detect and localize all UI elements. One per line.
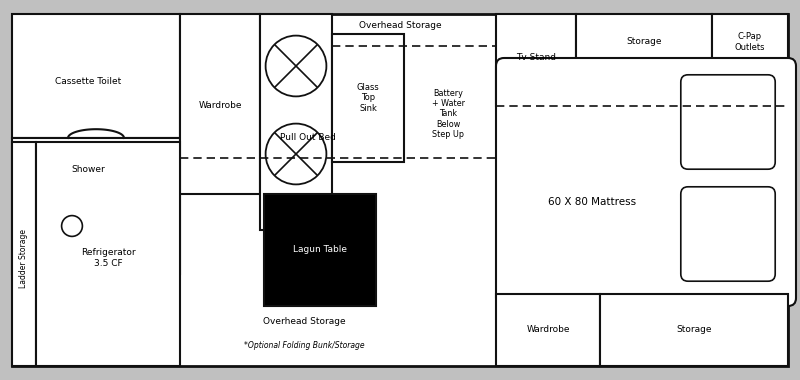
- Text: Overhead Storage: Overhead Storage: [358, 22, 442, 30]
- Bar: [712, 14, 788, 66]
- Bar: [180, 14, 260, 194]
- Text: Lagun Table: Lagun Table: [293, 245, 347, 255]
- Text: Wardrobe: Wardrobe: [198, 101, 242, 111]
- Text: C-Pap
Outlets: C-Pap Outlets: [734, 32, 766, 52]
- Text: Tv Stand: Tv Stand: [516, 54, 556, 62]
- Bar: [332, 34, 404, 162]
- Text: Refrigerator
3.5 CF: Refrigerator 3.5 CF: [81, 248, 135, 268]
- Bar: [496, 294, 600, 366]
- Bar: [496, 14, 576, 106]
- Text: Battery
+ Water
Tank
Below
Step Up: Battery + Water Tank Below Step Up: [431, 89, 465, 139]
- Text: Shower: Shower: [71, 166, 105, 174]
- Text: 60 X 80 Mattress: 60 X 80 Mattress: [548, 197, 636, 207]
- Text: Overhead Storage: Overhead Storage: [262, 318, 346, 326]
- Circle shape: [266, 124, 326, 184]
- Text: *Optional Folding Bunk/Storage: *Optional Folding Bunk/Storage: [244, 342, 364, 350]
- Circle shape: [266, 36, 326, 97]
- FancyBboxPatch shape: [496, 58, 796, 306]
- Text: Glass
Top
Sink: Glass Top Sink: [357, 83, 379, 113]
- Text: Wardrobe: Wardrobe: [526, 326, 570, 334]
- Text: Cassette Toilet: Cassette Toilet: [55, 78, 121, 87]
- FancyBboxPatch shape: [681, 187, 775, 281]
- Bar: [576, 14, 712, 66]
- Bar: [12, 142, 36, 366]
- Bar: [260, 14, 332, 230]
- Text: Ladder Storage: Ladder Storage: [19, 228, 29, 288]
- Text: Storage: Storage: [626, 38, 662, 46]
- Bar: [36, 142, 180, 366]
- Bar: [264, 194, 376, 306]
- Text: Pull Out Bed: Pull Out Bed: [280, 133, 336, 142]
- Bar: [600, 294, 788, 366]
- Bar: [12, 138, 180, 274]
- Circle shape: [62, 215, 82, 236]
- Bar: [12, 14, 180, 138]
- FancyBboxPatch shape: [681, 75, 775, 169]
- Text: Storage: Storage: [676, 326, 712, 334]
